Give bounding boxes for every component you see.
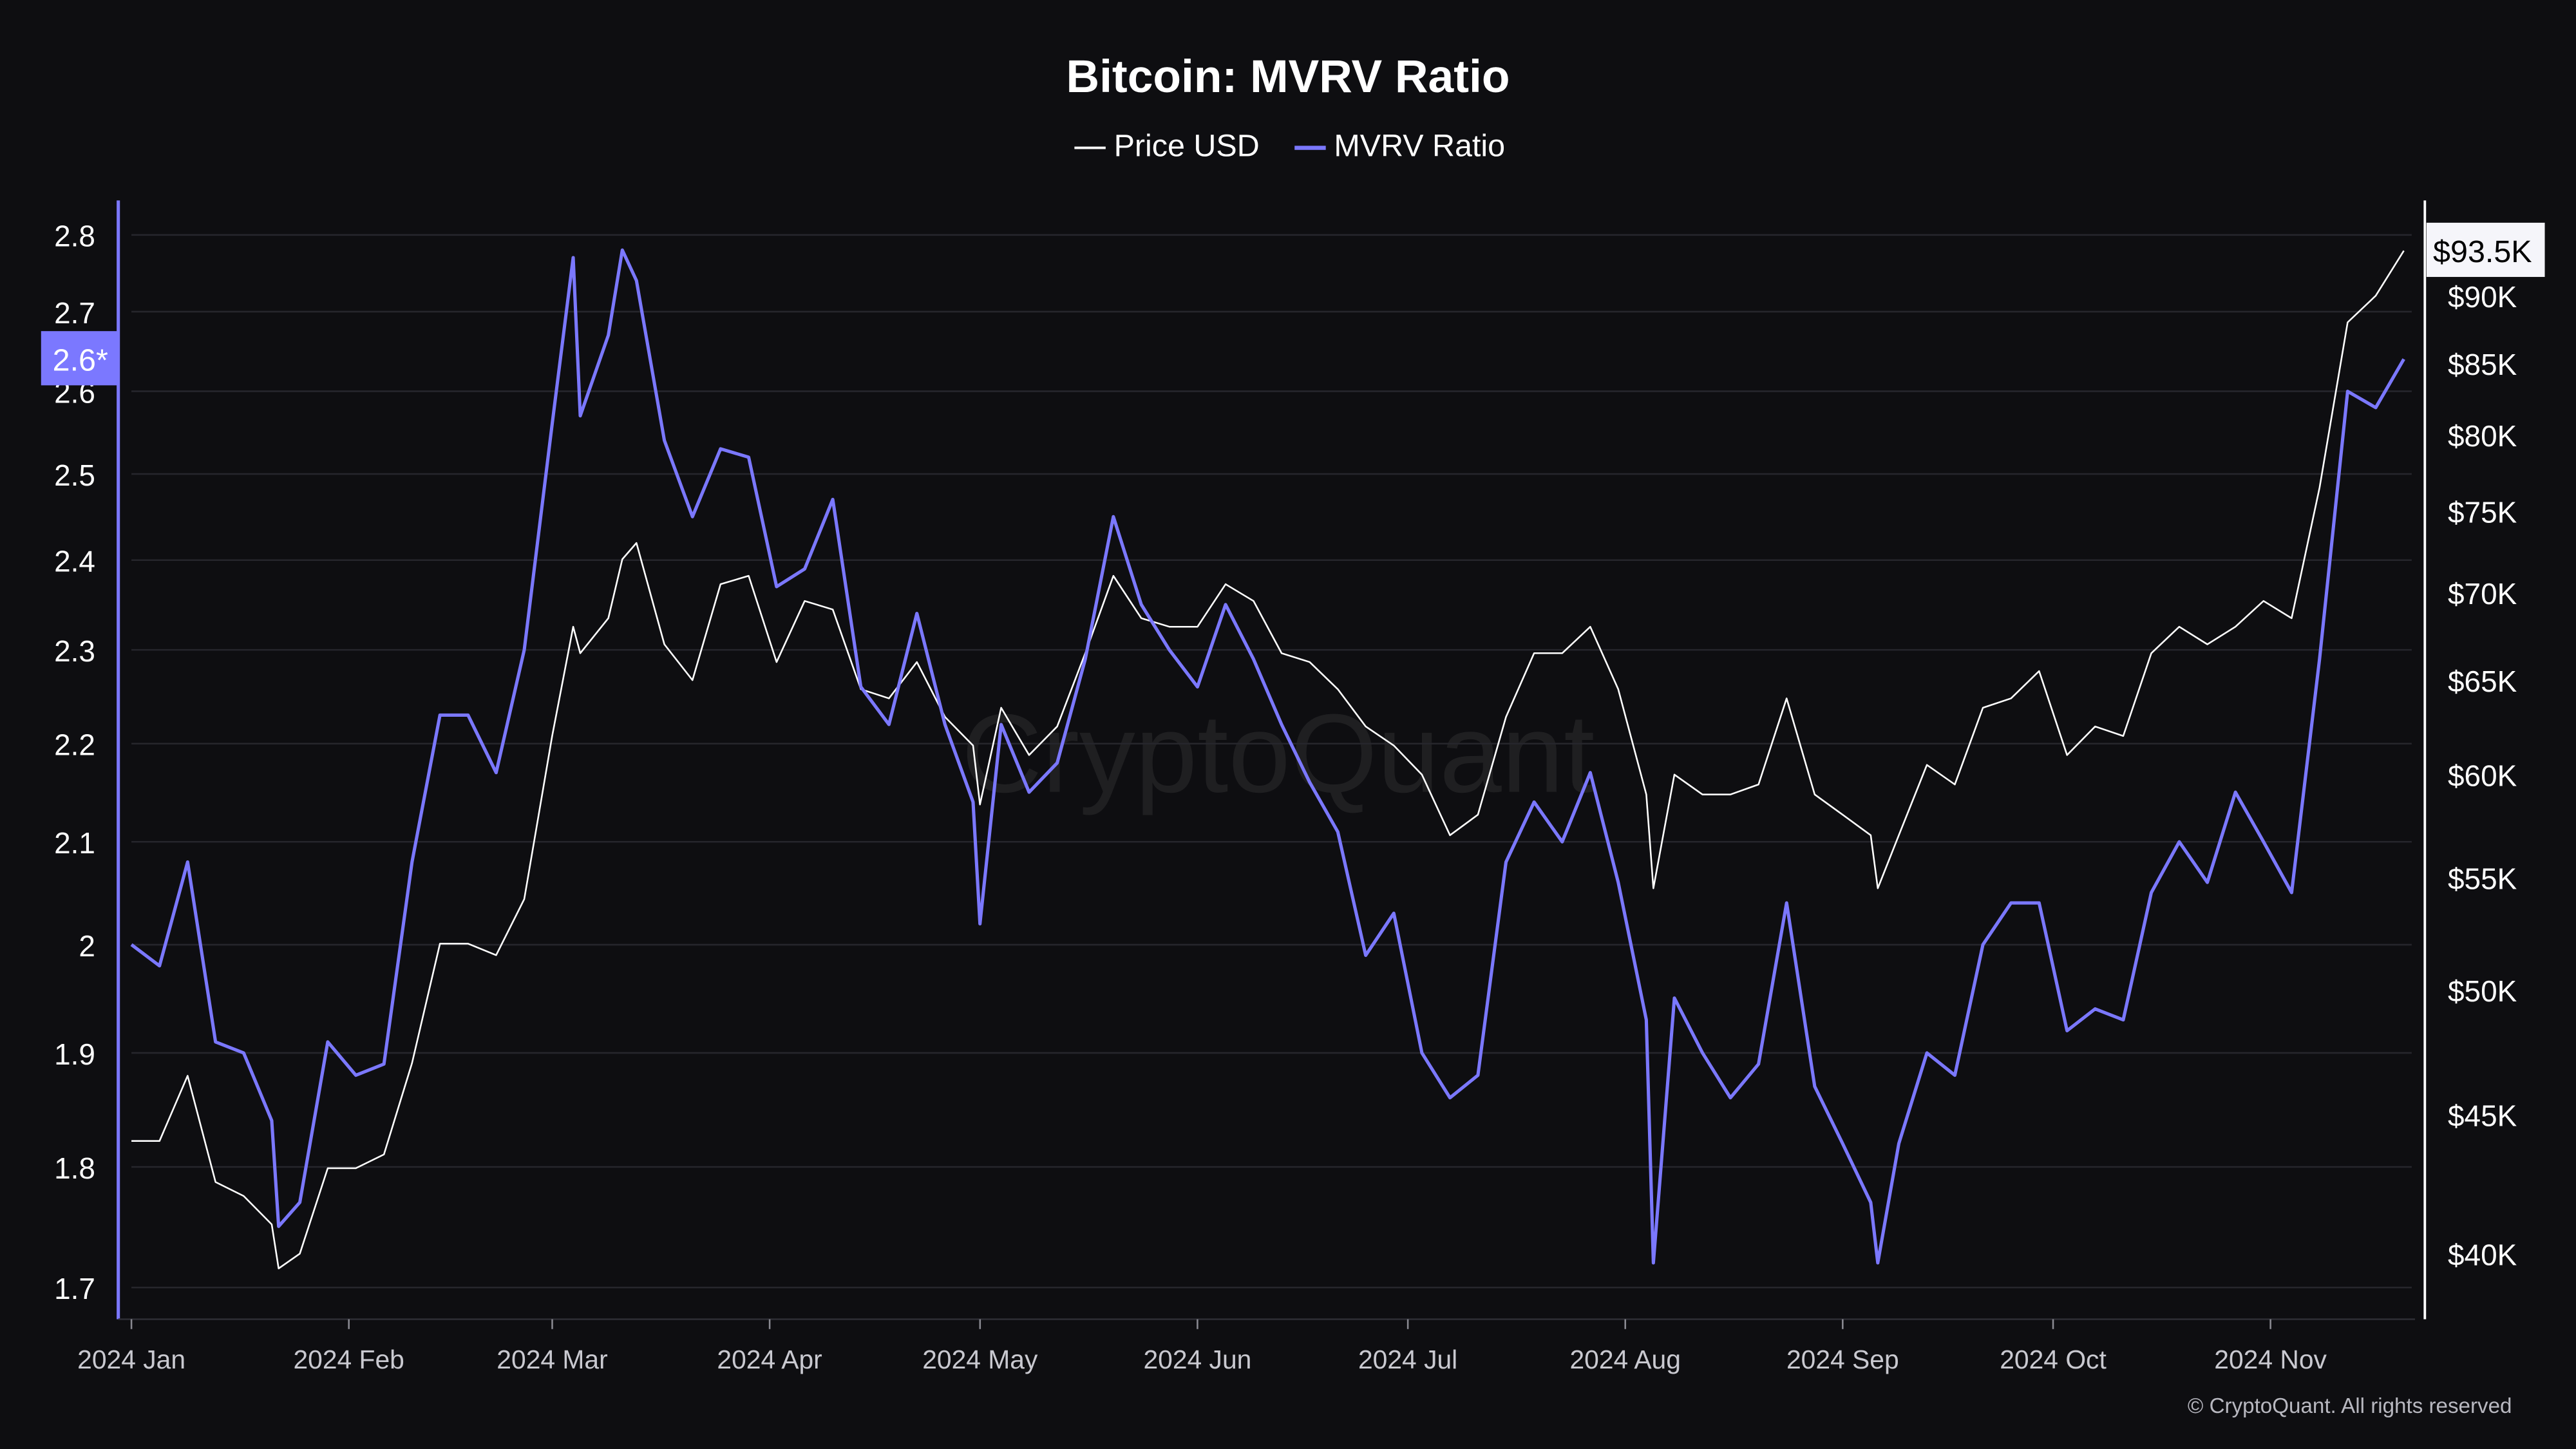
right-tick-label: $50K bbox=[2448, 974, 2517, 1008]
right-current-value: $93.5K bbox=[2433, 234, 2532, 269]
left-current-value: 2.6* bbox=[53, 343, 108, 377]
left-current-badge: 2.6* bbox=[41, 331, 118, 386]
right-tick-label: $70K bbox=[2448, 577, 2517, 611]
legend-item-price[interactable]: Price USD bbox=[1074, 128, 1260, 163]
right-tick-label: $40K bbox=[2448, 1238, 2517, 1271]
x-tick-label: 2024 Mar bbox=[497, 1345, 607, 1374]
right-tick-label: $60K bbox=[2448, 759, 2517, 793]
left-tick-label: 2.3 bbox=[54, 634, 95, 668]
copyright: © CryptoQuant. All rights reserved bbox=[2188, 1394, 2512, 1418]
right-tick-label: $65K bbox=[2448, 665, 2517, 698]
right-tick-label: $75K bbox=[2448, 495, 2517, 529]
x-tick-label: 2024 Apr bbox=[717, 1345, 822, 1374]
left-tick-label: 1.9 bbox=[54, 1037, 95, 1071]
x-tick-label: 2024 Nov bbox=[2214, 1345, 2327, 1374]
left-axis-ticks: 2.82.72.62.52.42.32.22.121.91.81.7 bbox=[54, 220, 95, 1305]
right-tick-label: $90K bbox=[2448, 280, 2517, 314]
legend: Price USD MVRV Ratio bbox=[1074, 128, 1505, 163]
left-tick-label: 2.2 bbox=[54, 728, 95, 762]
left-tick-label: 2.5 bbox=[54, 459, 95, 492]
right-tick-label: $85K bbox=[2448, 348, 2517, 381]
right-tick-label: $45K bbox=[2448, 1099, 2517, 1132]
left-tick-label: 2.4 bbox=[54, 545, 95, 578]
gridlines bbox=[131, 234, 2412, 1289]
legend-mvrv-label: MVRV Ratio bbox=[1334, 128, 1505, 163]
right-axis-ticks: $90K $85K $80K $75K $70K $65K $60K $55K $50K $45K… bbox=[2448, 280, 2517, 1271]
x-tick-label: 2024 May bbox=[922, 1345, 1038, 1374]
x-tick-label: 2024 Feb bbox=[293, 1345, 404, 1374]
legend-item-mvrv[interactable]: MVRV Ratio bbox=[1294, 128, 1505, 163]
price-usd-line bbox=[131, 250, 2405, 1269]
left-tick-label: 2 bbox=[79, 929, 95, 963]
x-tick-label: 2024 Oct bbox=[2000, 1345, 2107, 1374]
x-tick-label: 2024 Jun bbox=[1143, 1345, 1251, 1374]
x-tick-label: 2024 Aug bbox=[1569, 1345, 1680, 1374]
series-layer bbox=[130, 248, 2405, 1269]
left-tick-label: 2.1 bbox=[54, 826, 95, 860]
right-tick-label: $55K bbox=[2448, 862, 2517, 895]
x-tick-label: 2024 Sep bbox=[1786, 1345, 1899, 1374]
right-tick-label: $80K bbox=[2448, 419, 2517, 453]
legend-price-label: Price USD bbox=[1114, 128, 1260, 163]
x-tick-label: 2024 Jan bbox=[77, 1345, 185, 1374]
chart-title: Bitcoin: MVRV Ratio bbox=[1066, 51, 1510, 102]
left-tick-label: 1.8 bbox=[54, 1151, 95, 1185]
left-tick-label: 1.7 bbox=[54, 1272, 95, 1305]
mvrv-ratio-line bbox=[130, 248, 2405, 1265]
watermark: CryptoQuant bbox=[961, 691, 1595, 816]
x-axis-ticks: 2024 Jan 2024 Feb 2024 Mar 2024 Apr 2024 May… bbox=[77, 1319, 2327, 1374]
left-tick-label: 2.8 bbox=[54, 220, 95, 253]
right-current-badge: $93.5K bbox=[2426, 222, 2545, 278]
x-tick-label: 2024 Jul bbox=[1358, 1345, 1457, 1374]
left-tick-label: 2.7 bbox=[54, 296, 95, 330]
